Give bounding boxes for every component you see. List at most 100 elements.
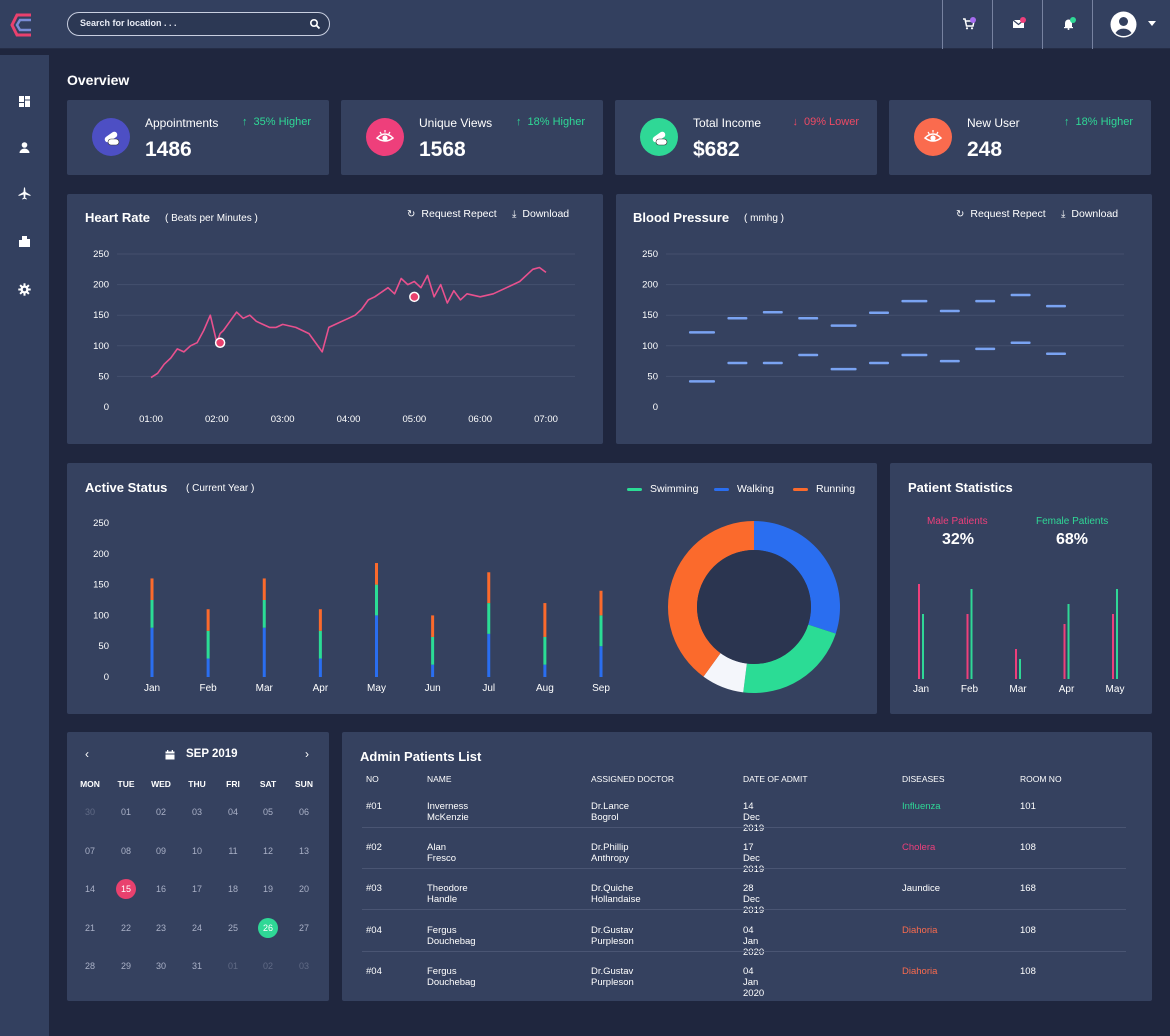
calendar-weekday: THU — [188, 779, 206, 789]
heart-rate-download-button[interactable]: ⤓ Download — [512, 208, 569, 220]
calendar-day[interactable]: 03 — [191, 807, 202, 817]
calendar-day[interactable]: 08 — [120, 846, 131, 856]
calendar-prev-button[interactable]: ‹ — [85, 747, 89, 761]
blood-pressure-request-label: Request Repect — [970, 208, 1046, 220]
pill-icon-glyph — [652, 131, 668, 146]
y-tick-label: 250 — [642, 249, 658, 260]
calendar-day[interactable]: 04 — [227, 807, 238, 817]
eye-icon — [914, 118, 952, 156]
table-header-cell: ASSIGNED DOCTOR — [591, 774, 674, 784]
kpi-card[interactable]: Appointments 1486 ↑ 35% Higher — [67, 100, 329, 175]
calendar-day[interactable]: 02 — [155, 807, 166, 817]
mail-button[interactable] — [992, 0, 1042, 49]
calendar-day[interactable]: 13 — [298, 846, 309, 856]
y-tick-label: 150 — [93, 310, 109, 321]
calendar-day[interactable]: 26 — [258, 918, 278, 938]
airplane-icon[interactable] — [18, 187, 31, 200]
search-icon[interactable] — [309, 18, 321, 30]
kpi-card[interactable]: Unique Views 1568 ↑ 18% Higher — [341, 100, 603, 175]
calendar-day[interactable]: 25 — [227, 923, 238, 933]
kpi-card[interactable]: New User 248 ↑ 18% Higher — [889, 100, 1151, 175]
calendar-day[interactable]: 20 — [298, 884, 309, 894]
bar-walking — [487, 633, 491, 677]
patient-name: Alan Fresco — [427, 842, 457, 864]
kpi-card[interactable]: Total Income $682 ↓ 09% Lower — [615, 100, 877, 175]
calendar-day[interactable]: 24 — [191, 923, 202, 933]
calendar-day[interactable]: 27 — [298, 923, 309, 933]
top-bar: Search for location . . . — [0, 0, 1170, 49]
bar-swimming — [431, 636, 435, 665]
row-divider — [362, 827, 1126, 828]
diastolic-mark — [901, 353, 928, 357]
legend-swatch — [627, 487, 642, 491]
calendar-day[interactable]: 23 — [155, 923, 166, 933]
blood-pressure-subtitle: ( mmhg ) — [744, 213, 784, 224]
heart-rate-chart: 0 50 100 150 200 250 01:00 02:00 03:00 04:00 05:00… — [93, 249, 575, 425]
calendar-day[interactable]: 18 — [227, 884, 238, 894]
table-header-cell: DISEASES — [902, 774, 945, 784]
heart-rate-request-button[interactable]: ↻ Request Repect — [407, 208, 497, 220]
user-menu[interactable] — [1092, 0, 1170, 49]
bar-female — [1067, 604, 1070, 679]
calendar-day[interactable]: 10 — [191, 846, 202, 856]
notification-button[interactable] — [1042, 0, 1092, 49]
x-tick-label: 07:00 — [534, 414, 558, 425]
dashboard-icon[interactable] — [18, 95, 31, 108]
bar-running — [543, 603, 547, 637]
calendar-day[interactable]: 02 — [262, 961, 273, 971]
y-tick-label: 250 — [93, 249, 109, 260]
kpi-value: 1568 — [419, 138, 466, 161]
y-tick-label: 50 — [98, 371, 109, 382]
y-tick-label: 0 — [653, 402, 658, 413]
gear-icon[interactable] — [18, 283, 31, 296]
calendar-day[interactable]: 17 — [191, 884, 202, 894]
calendar-day[interactable]: 28 — [84, 961, 95, 971]
calendar-day[interactable]: 01 — [227, 961, 238, 971]
calendar-day[interactable]: 14 — [84, 884, 95, 894]
blood-pressure-request-button[interactable]: ↻ Request Repect — [956, 208, 1046, 220]
calendar-day[interactable]: 07 — [84, 846, 95, 856]
x-tick-label: Apr — [1059, 684, 1075, 695]
admit-date: 17 Dec 2019 — [743, 842, 765, 875]
bar-male — [918, 584, 920, 679]
user-icon[interactable] — [18, 141, 31, 154]
legend-swimming: Swimming — [627, 483, 698, 495]
calendar-day[interactable]: 21 — [84, 923, 95, 933]
building-icon[interactable] — [18, 235, 31, 248]
calendar-weekday: WED — [151, 779, 171, 789]
calendar-day[interactable]: 01 — [120, 807, 131, 817]
male-patients-label: Male Patients — [927, 516, 988, 527]
download-icon: ⤓ — [1061, 209, 1066, 220]
x-tick-label: Feb — [961, 684, 979, 695]
calendar-day[interactable]: 31 — [191, 961, 202, 971]
systolic-mark — [762, 310, 783, 314]
bar-walking — [318, 658, 322, 677]
bar-swimming — [375, 584, 378, 616]
calendar-day[interactable]: 16 — [155, 884, 166, 894]
row-divider — [362, 951, 1126, 952]
calendar-day[interactable]: 30 — [84, 807, 95, 817]
diastolic-mark — [939, 359, 960, 363]
calendar-next-button[interactable]: › — [305, 747, 309, 761]
calendar-day[interactable]: 22 — [120, 923, 131, 933]
app-logo[interactable] — [9, 11, 39, 39]
calendar-day[interactable]: 15 — [116, 879, 136, 899]
cart-button[interactable] — [942, 0, 992, 49]
calendar-day[interactable]: 12 — [262, 846, 273, 856]
calendar-day[interactable]: 05 — [262, 807, 273, 817]
heart-rate-card — [67, 194, 603, 444]
x-tick-label: 04:00 — [337, 414, 361, 425]
search-input[interactable]: Search for location . . . — [67, 12, 330, 36]
calendar-day[interactable]: 29 — [120, 961, 131, 971]
calendar-day[interactable]: 09 — [155, 846, 166, 856]
donut-hole — [697, 550, 811, 664]
calendar-day[interactable]: 06 — [298, 807, 309, 817]
calendar-day[interactable]: 19 — [262, 884, 273, 894]
calendar-day[interactable]: 11 — [228, 846, 238, 856]
calendar-weekday: MON — [80, 779, 100, 789]
calendar-day[interactable]: 03 — [298, 961, 309, 971]
calendar-day[interactable]: 30 — [155, 961, 166, 971]
systolic-mark — [727, 317, 748, 320]
blood-pressure-download-button[interactable]: ⤓ Download — [1061, 208, 1118, 220]
header-actions — [942, 0, 1170, 49]
